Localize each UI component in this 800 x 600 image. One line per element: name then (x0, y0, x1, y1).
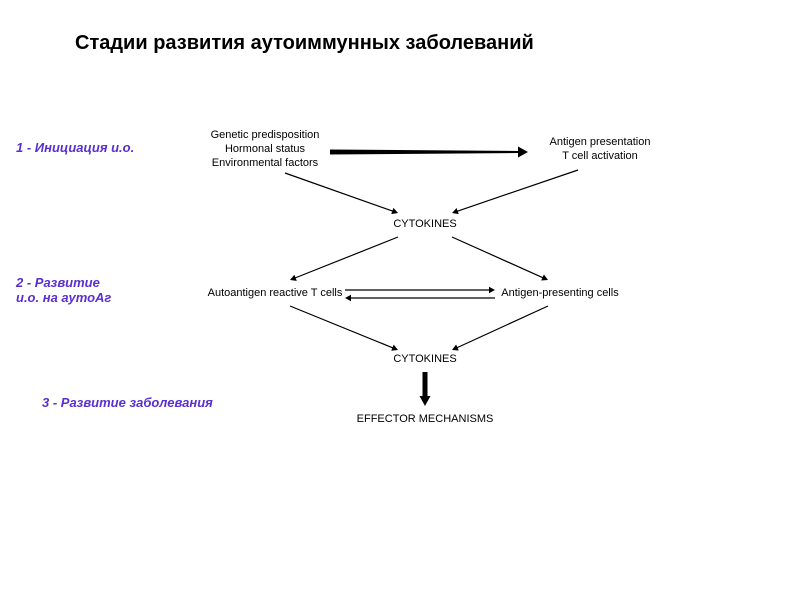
page-title: Стадии развития аутоиммунных заболеваний (75, 32, 534, 55)
node-cytokines-1: CYTOKINES (393, 218, 456, 232)
node-autoantigen-tcells: Autoantigen reactive T cells (208, 287, 343, 301)
node-genetic-predisposition: Genetic predisposition Hormonal status E… (211, 129, 320, 170)
stage-label-1: 1 - Инициация и.о. (16, 140, 134, 155)
node-antigen-presentation: Antigen presentation T cell activation (550, 136, 651, 164)
node-effector-mechanisms: EFFECTOR MECHANISMS (357, 413, 494, 427)
diagram-arrows (0, 0, 800, 600)
node-cytokines-2: CYTOKINES (393, 353, 456, 367)
stage-label-2: 2 - Развитие и.о. на аутоАг (16, 275, 111, 305)
stage-label-3: 3 - Развитие заболевания (42, 395, 213, 410)
node-antigen-presenting: Antigen-presenting cells (501, 287, 618, 301)
